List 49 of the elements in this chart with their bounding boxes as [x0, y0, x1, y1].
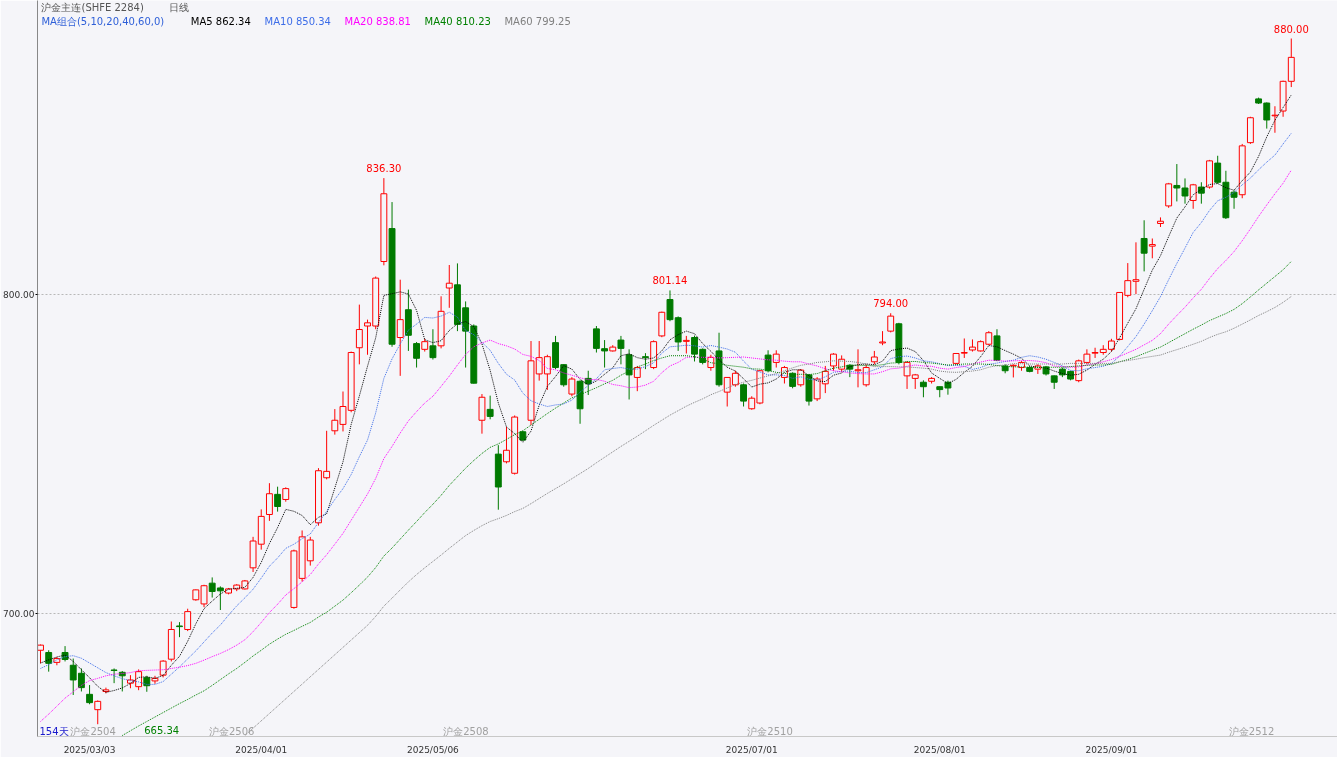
- candlestick: [265, 482, 273, 522]
- candlestick: [445, 264, 453, 309]
- candlestick: [110, 667, 118, 684]
- annotation: 836.30: [366, 163, 402, 175]
- candlestick: [184, 608, 192, 632]
- annotation: 794.00: [873, 298, 909, 310]
- candlestick: [86, 684, 94, 705]
- candlestick: [1165, 182, 1173, 209]
- text: MA20 838.81: [344, 16, 411, 28]
- candlestick: [396, 279, 404, 377]
- candlestick: [486, 395, 494, 420]
- candlestick: [413, 341, 421, 369]
- text: MA5 862.34: [190, 16, 251, 28]
- annotation: 沪金2504: [70, 725, 116, 737]
- chart-subtitle: 日线: [169, 2, 190, 14]
- annotation: 沪金2510: [747, 725, 793, 737]
- x-tick-label: 2025/05/06: [406, 744, 460, 755]
- candlestick: [625, 348, 633, 400]
- candlestick: [764, 349, 772, 373]
- annotation: 沪金2508: [443, 725, 489, 737]
- x-tick-label: 2025/04/01: [235, 744, 288, 755]
- candlestick: [274, 486, 282, 513]
- annotation: 154天: [39, 725, 69, 737]
- candlestick: [568, 376, 576, 397]
- text: MA40 810.23: [424, 16, 491, 28]
- candlestick: [355, 304, 363, 365]
- chart-title: 沪金主连(SHFE 2284): [41, 2, 144, 14]
- candlestick: [429, 328, 437, 361]
- annotation: 沪金2512: [1228, 725, 1275, 737]
- line-series: [121, 260, 1292, 737]
- candlestick: [151, 675, 159, 685]
- text: MA10 850.34: [264, 16, 331, 28]
- legend-title: MA组合(5,10,20,40,60,0): [41, 16, 165, 28]
- x-tick-label: 2025/07/01: [725, 744, 778, 755]
- x-tick-label: 2025/03/03: [63, 744, 116, 755]
- annotation: 880.00: [1273, 23, 1309, 35]
- annotation: 665.34: [144, 724, 180, 736]
- x-tick-label: 2025/09/01: [1085, 744, 1138, 755]
- y-tick-label: 700.00: [3, 609, 35, 620]
- y-tick-label: 800.00: [3, 289, 35, 300]
- candlestick: [1148, 237, 1156, 259]
- candlestick: [94, 699, 102, 725]
- annotation: 801.14: [652, 275, 688, 287]
- x-tick-label: 2025/08/01: [913, 744, 966, 755]
- annotation: 沪金2506: [208, 725, 255, 737]
- candlestick: [617, 335, 625, 365]
- candlestick: [1140, 219, 1148, 272]
- text: MA60 799.25: [504, 16, 571, 28]
- candlestick: [478, 393, 486, 435]
